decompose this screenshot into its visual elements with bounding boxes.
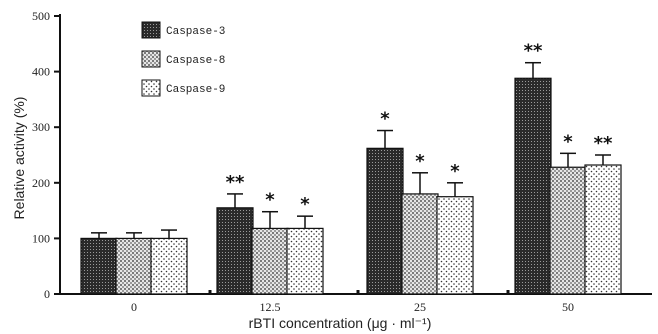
- bar-caspase-8-25: [401, 193, 439, 295]
- significance-mark-caspase-9-25: *: [450, 161, 460, 182]
- y-tick-label-200: 200: [32, 176, 50, 190]
- significance-mark-caspase-3-12.5: **: [226, 172, 245, 193]
- significance-mark-caspase-9-50: **: [594, 133, 613, 154]
- bar-caspase-3-0: [80, 237, 118, 295]
- legend-label-caspase-8: Caspase-8: [166, 55, 225, 67]
- legend-swatch-caspase-9: [141, 79, 161, 97]
- bar-caspase-9-0: [150, 237, 188, 295]
- significance-mark-caspase-3-25: *: [380, 109, 390, 130]
- x-tick-label-50: 50: [562, 300, 574, 314]
- y-tick-label-500: 500: [32, 9, 50, 23]
- bar-caspase-9-25: [436, 196, 474, 295]
- legend-swatch-caspase-3: [141, 21, 161, 39]
- y-tick-label-0: 0: [44, 287, 50, 301]
- bar-caspase-3-50: [514, 77, 552, 295]
- x-axis-label: rBTI concentration (μg · ml⁻¹): [249, 315, 432, 331]
- legend-label-caspase-9: Caspase-9: [166, 84, 225, 96]
- significance-mark-caspase-8-25: *: [415, 151, 425, 172]
- y-axis-label: Relative activity (%): [11, 97, 27, 220]
- bar-caspase-9-50: [584, 164, 622, 295]
- y-tick-label-400: 400: [32, 65, 50, 79]
- significance-mark-caspase-8-12.5: *: [265, 190, 275, 211]
- significance-mark-caspase-8-50: *: [563, 131, 573, 152]
- bar-caspase-3-12.5: [216, 207, 254, 295]
- bar-caspase-9-12.5: [286, 227, 324, 295]
- y-tick-label-100: 100: [32, 231, 50, 245]
- bar-caspase-8-0: [115, 237, 153, 295]
- x-tick-label-12.5: 12.5: [260, 300, 281, 314]
- bar-caspase-8-50: [549, 166, 587, 295]
- bar-caspase-8-12.5: [251, 227, 289, 295]
- x-tick-label-0: 0: [131, 300, 137, 314]
- significance-mark-caspase-9-12.5: *: [300, 194, 310, 215]
- significance-mark-caspase-3-50: **: [524, 41, 543, 62]
- legend-swatch-caspase-8: [141, 50, 161, 68]
- x-tick-label-25: 25: [414, 300, 426, 314]
- y-tick-label-300: 300: [32, 120, 50, 134]
- legend-label-caspase-3: Caspase-3: [166, 26, 225, 38]
- bar-caspase-3-25: [366, 147, 404, 295]
